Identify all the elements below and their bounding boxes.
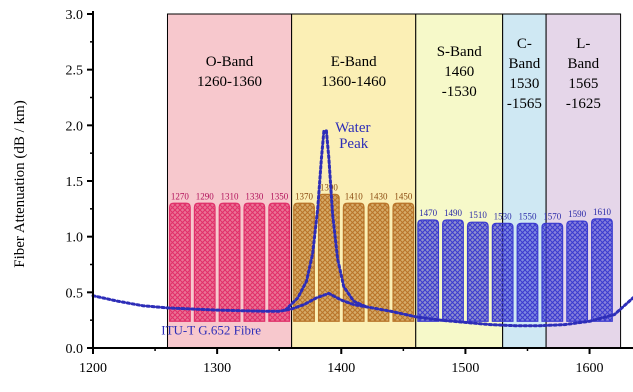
y-axis-title: Fiber Attenuation (dB / km) [12, 100, 28, 267]
channel-label-1290: 1290 [196, 191, 215, 201]
y-tick-label: 3.0 [66, 8, 84, 23]
band-label-line: Band [568, 56, 600, 72]
channel-filter-1550 [516, 222, 539, 322]
x-tick-label: 1300 [203, 361, 231, 376]
x-tick-label: 1200 [79, 361, 107, 376]
y-tick-label: 0.0 [66, 342, 84, 357]
band-label-line: C- [517, 36, 532, 52]
band-label-line: -1625 [566, 96, 601, 112]
labels-layer: O-Band 1260-1360 E-Band 1360-1460 S-Band 1460… [161, 36, 601, 338]
water-peak-curve [283, 129, 368, 312]
y-tick-label: 2.5 [66, 64, 84, 79]
band-label-line: E-Band [331, 54, 377, 70]
channel-filter-1590 [566, 220, 589, 322]
channel-filter-1310 [218, 202, 241, 322]
y-tick-label: 0.5 [66, 286, 84, 301]
band-label-line: 1565 [568, 76, 598, 92]
channel-filter-1290 [193, 202, 216, 322]
y-tick-label: 2.0 [66, 119, 84, 134]
x-tick-label: 1500 [451, 361, 479, 376]
channel-filter-1370 [293, 202, 315, 322]
band-label-line: 1530 [509, 76, 539, 92]
band-label-line: -1530 [442, 84, 477, 100]
channel-filter-1270 [168, 202, 191, 322]
channel-label-1330: 1330 [245, 191, 264, 201]
channel-filter-1490 [442, 219, 464, 322]
fibre-label: ITU-T G.652 Fibre [161, 323, 261, 338]
channel-label-1430: 1430 [370, 191, 389, 201]
channels-layer: 1270 1290 1310 1330 1350 1370 1390 1410 1430 1450… [168, 182, 613, 322]
band-label-line: 1260-1360 [197, 74, 262, 90]
band-label-4: L- Band 1565 -1625 [566, 36, 601, 112]
band-label-line: Band [509, 56, 541, 72]
channel-label-1570: 1570 [543, 211, 562, 221]
band-label-line: 1460 [444, 64, 474, 80]
channel-filter-1610 [591, 218, 613, 322]
water-peak-label-line: Water [335, 120, 370, 136]
channel-filter-1350 [268, 202, 291, 322]
channel-label-1610: 1610 [593, 207, 612, 217]
channel-label-1470: 1470 [419, 208, 438, 218]
channel-label-1590: 1590 [568, 209, 587, 219]
channel-label-1550: 1550 [518, 211, 537, 221]
band-label-line: O-Band [206, 54, 254, 70]
channel-label-1310: 1310 [221, 191, 240, 201]
band-label-3: C- Band 1530 -1565 [507, 36, 542, 112]
channel-label-1510: 1510 [469, 210, 488, 220]
channel-label-1530: 1530 [494, 211, 513, 221]
band-label-2: S-Band 1460 -1530 [437, 44, 483, 100]
band-label-line: L- [576, 36, 590, 52]
fibre-attenuation-curve [91, 291, 633, 328]
band-label-line: 1360-1460 [321, 74, 386, 90]
channel-filter-1530 [491, 222, 514, 322]
x-tick-label: 1600 [576, 361, 604, 376]
y-tick-label: 1.5 [66, 175, 84, 190]
curves-layer [91, 129, 633, 328]
channel-filter-1330 [243, 202, 266, 322]
channel-label-1490: 1490 [444, 208, 463, 218]
channel-filter-1470 [417, 219, 440, 322]
channel-label-1410: 1410 [345, 191, 364, 201]
channel-filter-1570 [541, 222, 564, 322]
band-label-0: O-Band 1260-1360 [197, 54, 262, 90]
x-tick-label: 1400 [327, 361, 355, 376]
channel-label-1370: 1370 [295, 191, 314, 201]
water-peak-label-line: Peak [339, 136, 369, 152]
y-tick-label: 1.0 [66, 231, 84, 246]
channel-label-1450: 1450 [394, 191, 413, 201]
channel-label-1270: 1270 [171, 191, 190, 201]
band-label-line: -1565 [507, 96, 542, 112]
band-label-1: E-Band 1360-1460 [321, 54, 386, 90]
channel-label-1390: 1390 [320, 182, 339, 192]
channel-label-1350: 1350 [270, 191, 289, 201]
band-label-line: S-Band [437, 44, 483, 60]
channel-filter-1450 [392, 202, 415, 322]
channel-filter-1430 [367, 202, 390, 322]
axes-layer: 0.0 0.5 1.0 1.5 2.0 2.5 3.0 1200 1300 1400 1500 160… [66, 8, 633, 376]
channel-filter-1510 [466, 221, 489, 322]
water-peak-label: Water Peak [335, 120, 370, 152]
